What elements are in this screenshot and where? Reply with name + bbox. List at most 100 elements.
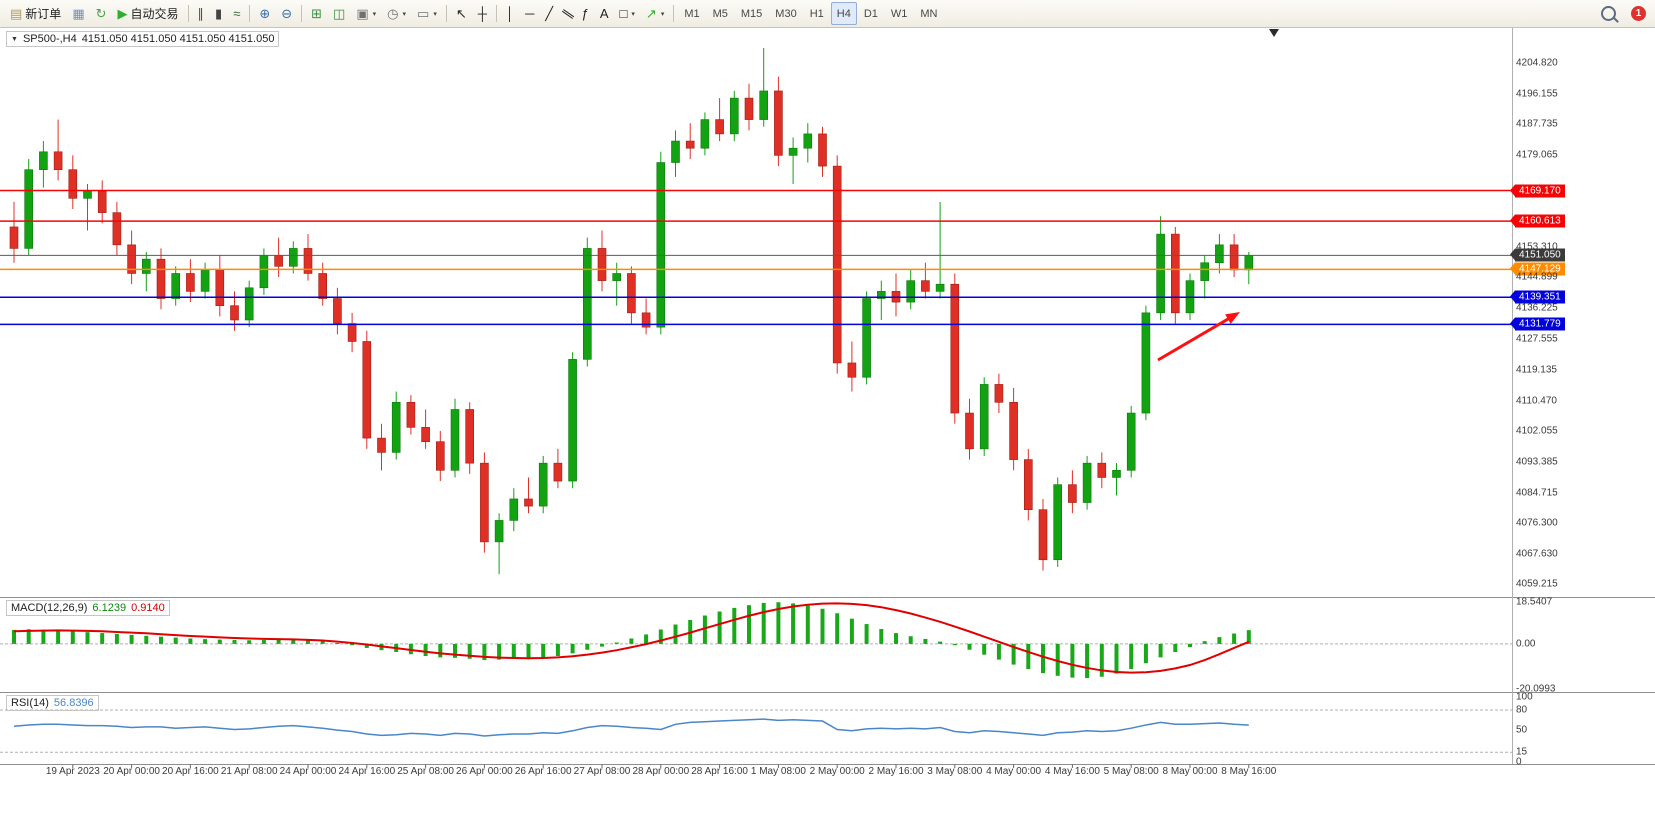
- search-icon[interactable]: [1601, 6, 1616, 21]
- toolbar: ▤ 新订单 ▦ ↻ ▶ 自动交易 ∥ ▮ ≈ ⊕ ⊖ ⊞ ◫ ▣ ▾ ◷ ▾ ▭ ▾ ↖ ┼ │ ─ ╱ ∥ ƒ A □ ▾ ↗ ▾ M1 M5…: [0, 0, 1655, 28]
- candle-up: [582, 248, 592, 360]
- arrows-button[interactable]: ↗ ▾: [641, 2, 669, 25]
- new-order-button[interactable]: ▤ 新订单: [5, 2, 66, 25]
- shapes-button[interactable]: □ ▾: [615, 2, 640, 25]
- zoom-out-button[interactable]: ⊖: [276, 2, 297, 25]
- trendline-icon: ╱: [545, 6, 554, 21]
- channel-button[interactable]: ∥: [559, 2, 576, 25]
- macd-histogram-bar: [291, 639, 296, 644]
- macd-histogram-bar: [923, 638, 928, 644]
- auto-trading-button-label: 自动交易: [130, 7, 179, 21]
- tile-windows-icon: ◫: [333, 6, 346, 21]
- timeframe-m1-button[interactable]: M1: [684, 7, 700, 20]
- shapes-icon: □: [619, 6, 628, 21]
- auto-arrange-button[interactable]: ⊞: [306, 2, 327, 25]
- macd-histogram-bar: [188, 638, 193, 644]
- candle-down: [465, 409, 475, 464]
- chart-shift-button[interactable]: ▭ ▾: [412, 2, 442, 25]
- macd-histogram-bar: [1114, 643, 1119, 674]
- toolbar-separator: [249, 5, 251, 22]
- crosshair-button[interactable]: ┼: [473, 2, 492, 25]
- toolbar-separator: [301, 5, 303, 22]
- candle-down: [1229, 244, 1239, 271]
- candle-up: [788, 147, 798, 156]
- macd-histogram-bar: [938, 641, 943, 644]
- candle-up: [568, 359, 577, 482]
- horizontal-line-icon: ─: [525, 6, 535, 21]
- auto-trading-button[interactable]: ▶ 自动交易: [113, 2, 184, 25]
- candle-up: [24, 169, 34, 249]
- bar-chart-mode-button[interactable]: ∥: [193, 2, 210, 25]
- candle-down: [53, 151, 63, 170]
- crosshair-icon: ┼: [477, 6, 487, 21]
- timeframe-mn-button[interactable]: MN: [920, 7, 938, 20]
- timeframe-h4-button[interactable]: H4: [830, 2, 857, 25]
- text-button[interactable]: A: [595, 2, 614, 25]
- candle-up: [876, 291, 886, 299]
- macd-histogram-bar: [747, 605, 751, 644]
- candle-down: [406, 402, 416, 428]
- candle-up: [1053, 484, 1062, 561]
- macd-histogram-bar: [320, 641, 325, 644]
- annotation-arrow[interactable]: [1157, 313, 1236, 362]
- horizontal-line-button[interactable]: ─: [520, 2, 539, 25]
- candle-down: [274, 255, 283, 267]
- timeframe-d1-button[interactable]: D1: [863, 7, 878, 20]
- macd-histogram-bar: [1011, 643, 1016, 665]
- macd-histogram-bar: [849, 618, 854, 644]
- macd-histogram-bar: [1026, 643, 1031, 670]
- candle-up: [906, 280, 916, 303]
- candle-down: [627, 273, 636, 314]
- cursor-button[interactable]: ↖: [451, 2, 472, 25]
- candle-up: [979, 384, 989, 450]
- timeframe-h1-button[interactable]: H1: [809, 7, 824, 20]
- candle-down: [641, 312, 651, 328]
- trendline-button[interactable]: ╱: [540, 2, 558, 25]
- chevron-down-icon: ▾: [433, 10, 437, 18]
- tile-windows-button[interactable]: ◫: [328, 2, 350, 25]
- charts-window-button[interactable]: ▦: [67, 2, 89, 25]
- bar-shift-marker[interactable]: [1269, 29, 1279, 37]
- candle-down: [68, 169, 78, 199]
- macd-histogram-bar: [423, 643, 428, 657]
- candlestick-mode-button[interactable]: ▮: [210, 2, 227, 25]
- fibonacci-button[interactable]: ƒ: [577, 2, 594, 25]
- candle-up: [671, 140, 680, 163]
- candle-down: [965, 412, 974, 450]
- refresh-button[interactable]: ↻: [91, 2, 112, 25]
- text-icon: A: [599, 6, 609, 21]
- bar-chart-mode-icon: ∥: [197, 6, 205, 21]
- macd-histogram-bar: [541, 643, 546, 658]
- macd-histogram-bar: [629, 638, 634, 644]
- candle-up: [759, 90, 769, 120]
- zoom-in-button[interactable]: ⊕: [254, 2, 275, 25]
- new-chart-button[interactable]: ▣ ▾: [351, 2, 381, 25]
- macd-histogram-bar: [12, 629, 16, 644]
- candle-down: [818, 133, 827, 167]
- candle-down: [112, 212, 122, 246]
- candle-up: [244, 287, 254, 321]
- timeframe-m30-button[interactable]: M30: [775, 7, 797, 20]
- candlestick-mode-icon: ▮: [215, 6, 223, 21]
- line-chart-mode-icon: ≈: [233, 6, 241, 21]
- candle-up: [538, 462, 548, 507]
- macd-histogram-bar: [144, 635, 149, 644]
- line-chart-mode-button[interactable]: ≈: [228, 2, 245, 25]
- macd-histogram-bar: [1085, 643, 1090, 679]
- macd-histogram-bar: [894, 633, 898, 644]
- chart-shift-icon: ▭: [417, 6, 430, 21]
- profiles-button[interactable]: ◷ ▾: [382, 2, 411, 25]
- toolbar-separator: [495, 5, 497, 22]
- macd-histogram-bar: [261, 640, 266, 644]
- candle-down: [347, 323, 357, 342]
- vertical-line-button[interactable]: │: [501, 2, 519, 25]
- candle-up: [450, 409, 460, 471]
- timeframe-m15-button[interactable]: M15: [740, 7, 763, 20]
- timeframe-w1-button[interactable]: W1: [890, 7, 908, 20]
- macd-histogram-bar: [511, 643, 516, 659]
- new-order-button-label: 新订单: [25, 7, 62, 21]
- notification-badge[interactable]: 1: [1631, 6, 1646, 21]
- macd-histogram-bar: [982, 643, 987, 655]
- timeframe-m5-button[interactable]: M5: [712, 7, 728, 20]
